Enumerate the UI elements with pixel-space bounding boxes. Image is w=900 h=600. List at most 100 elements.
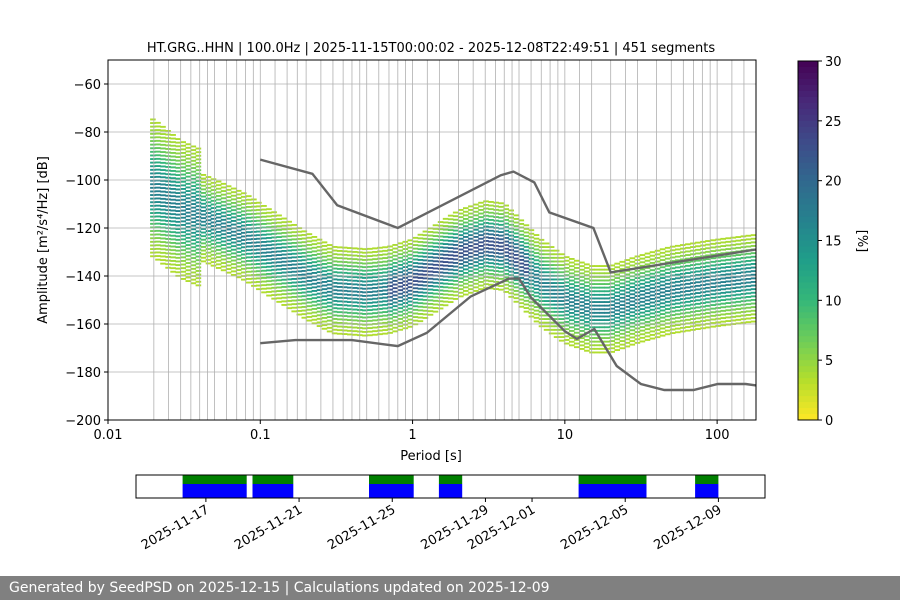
heatmap-cell: [548, 303, 555, 306]
heatmap-cell: [291, 278, 297, 280]
heatmap-cell: [644, 292, 651, 295]
heatmap-cell: [225, 242, 232, 245]
heatmap-cell: [180, 148, 186, 151]
heatmap-cell: [750, 291, 757, 294]
heatmap-cell: [452, 247, 459, 250]
heatmap-cell: [205, 262, 212, 265]
heatmap-cell: [296, 234, 303, 237]
heatmap-cell: [170, 224, 176, 226]
heatmap-cell: [619, 336, 626, 339]
heatmap-cell: [155, 175, 161, 178]
grid: [108, 60, 756, 421]
heatmap-cell: [644, 285, 651, 287]
heatmap-cell: [341, 325, 348, 328]
heatmap-cell: [584, 277, 590, 280]
heatmap-cell: [367, 258, 373, 261]
heatmap-cell: [553, 296, 560, 299]
heatmap-cell: [478, 270, 484, 273]
heatmap-cell: [266, 244, 272, 247]
heatmap-cell: [569, 258, 575, 260]
heatmap-cell: [659, 316, 666, 319]
heatmap-cell: [195, 151, 202, 154]
heatmap-cell: [256, 216, 262, 219]
heatmap-cell: [518, 273, 525, 276]
heatmap-cell: [165, 169, 171, 172]
heatmap-cell: [246, 213, 252, 216]
heatmap-cell: [493, 248, 499, 251]
heatmap-cell: [175, 264, 181, 266]
heatmap-cell: [347, 293, 353, 296]
heatmap-cell: [180, 184, 186, 187]
heatmap-cell: [377, 297, 383, 300]
heatmap-cell: [715, 278, 721, 281]
heatmap-cell: [715, 314, 721, 317]
heatmap-cell: [644, 328, 651, 331]
heatmap-cell: [447, 250, 454, 253]
heatmap-cell: [513, 257, 520, 260]
heatmap-cell: [195, 280, 202, 283]
heatmap-cell: [321, 324, 328, 327]
heatmap-cell: [442, 282, 449, 285]
heatmap-cell: [432, 307, 439, 309]
heatmap-cell: [463, 207, 469, 210]
heatmap-cell: [336, 257, 343, 260]
heatmap-cell: [750, 306, 757, 309]
heatmap-cell: [195, 237, 202, 240]
data-bar: [252, 475, 294, 484]
heatmap-cell: [261, 262, 267, 265]
heatmap-cell: [382, 271, 388, 274]
heatmap-cell: [639, 268, 646, 271]
heatmap-cell: [150, 129, 156, 132]
heatmap-cell: [473, 286, 479, 289]
heatmap-cell: [316, 303, 323, 306]
heatmap-cell: [533, 244, 540, 247]
heatmap-cell: [730, 315, 737, 318]
heatmap-cell: [508, 231, 514, 233]
heatmap-cell: [720, 281, 726, 283]
heatmap-cell: [392, 298, 398, 300]
heatmap-cell: [241, 203, 247, 205]
heatmap-cell: [654, 257, 661, 259]
heatmap-cell: [498, 245, 504, 248]
heatmap-cell: [437, 228, 444, 231]
heatmap-cell: [437, 278, 444, 281]
heatmap-cell: [463, 243, 469, 246]
heatmap-cell: [160, 233, 166, 236]
heatmap-cell: [523, 303, 530, 306]
heatmap-cell: [558, 260, 565, 263]
heatmap-cell: [160, 197, 166, 200]
heatmap-cell: [579, 326, 585, 329]
heatmap-cell: [362, 280, 368, 283]
heatmap-cell: [150, 201, 156, 204]
heatmap-cell: [730, 312, 737, 315]
heatmap-cell: [165, 266, 171, 269]
heatmap-cell: [175, 145, 181, 148]
heatmap-cell: [654, 321, 661, 324]
heatmap-cell: [331, 271, 338, 274]
heatmap-cell: [200, 199, 207, 202]
heatmap-cell: [463, 214, 469, 217]
heatmap-cell: [367, 265, 373, 268]
heatmap-cell: [604, 337, 610, 339]
heatmap-cell: [553, 264, 560, 266]
heatmap-cell: [225, 203, 232, 206]
heatmap-cell: [185, 229, 192, 232]
heatmap-cell: [468, 270, 474, 273]
heatmap-cell: [417, 241, 424, 243]
heatmap-cell: [730, 247, 737, 250]
heatmap-cell: [417, 295, 424, 297]
heatmap-cell: [478, 248, 484, 251]
heatmap-cell: [720, 259, 726, 262]
heatmap-cell: [210, 250, 217, 253]
heatmap-cell: [523, 260, 530, 263]
heatmap-cell: [750, 320, 757, 323]
heatmap-cell: [256, 281, 262, 283]
heatmap-cell: [685, 293, 691, 296]
heatmap-cell: [558, 253, 565, 256]
heatmap-cell: [286, 264, 292, 266]
heatmap-cell: [574, 259, 580, 262]
heatmap-cell: [256, 230, 262, 233]
colorbar-segment: [798, 294, 818, 301]
heatmap-cell: [276, 232, 282, 235]
heatmap-cell: [675, 316, 681, 319]
